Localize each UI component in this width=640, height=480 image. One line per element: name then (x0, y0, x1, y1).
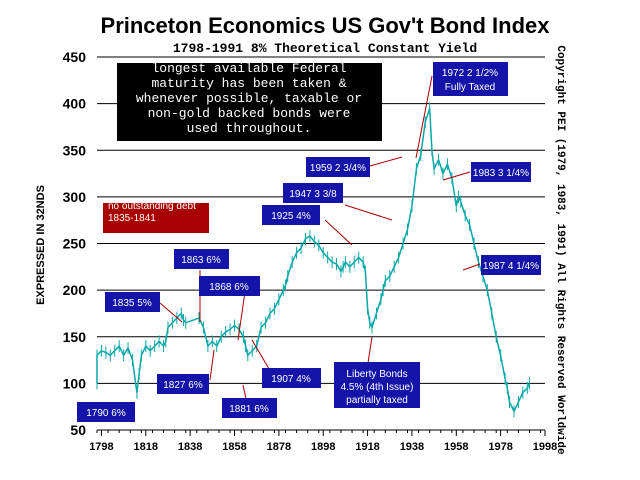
leader-1925 (324, 219, 353, 246)
label-1881: 1881 6% (229, 404, 269, 415)
y-tick-label: 50 (70, 422, 86, 438)
x-tick-label: 1938 (400, 441, 424, 453)
leader-1868 (237, 291, 246, 341)
label-1947-box (283, 183, 343, 203)
copyright-text: Copyright PEI (1979, 1983, 1991) All Rig… (554, 45, 566, 455)
x-tick-label: 1818 (134, 441, 158, 453)
label-1827-box (157, 374, 209, 394)
blue-labels: 1790 6% 1827 6% 1835 5% 1863 6% 1868 6% … (77, 62, 541, 422)
label-1863-box (174, 249, 229, 269)
label-1959: 1959 2 3/4% (310, 163, 366, 174)
label-1972-taxed: Fully Taxed (445, 82, 495, 93)
x-tick-label: 1998 (533, 441, 557, 453)
label-liberty-box (334, 362, 420, 408)
label-1827: 1827 6% (163, 380, 203, 391)
leader-1835 (159, 302, 183, 323)
note-text: longest available Federal maturity has be… (136, 61, 362, 136)
label-1790-box (77, 402, 135, 422)
series-line (96, 108, 531, 414)
x-tick-label: 1798 (89, 441, 113, 453)
leader-1987 (462, 263, 481, 271)
x-tick-label: 1918 (355, 441, 379, 453)
no-debt-box (103, 203, 209, 233)
y-tick-label: 250 (63, 236, 87, 252)
label-liberty-3: partially taxed (346, 395, 408, 406)
chart-title: Princeton Economics US Gov't Bond Index (101, 13, 551, 38)
label-1907-box (262, 368, 321, 388)
index-series (96, 102, 531, 418)
label-1972: 1972 2 1/2% (442, 68, 498, 79)
x-tick-label: 1838 (178, 441, 202, 453)
no-debt-text: no outstanding debt 1835-1841 (108, 201, 196, 224)
y-axis-label: EXPRESSED IN 32NDS (35, 185, 47, 305)
y-tick-label: 450 (63, 49, 87, 65)
leader-1827 (209, 349, 215, 381)
y-tick-labels: 50 100 150 200 250 300 350 400 450 (63, 49, 87, 438)
label-1868: 1868 6% (209, 282, 249, 293)
label-1881-box (222, 398, 277, 418)
x-tick-label: 1978 (488, 441, 512, 453)
y-tick-label: 400 (63, 96, 87, 112)
y-tick-label: 100 (63, 375, 87, 391)
leader-1959 (369, 156, 403, 167)
x-tick-label: 1898 (311, 441, 335, 453)
label-1987-box (481, 255, 541, 275)
label-1835-box (105, 292, 160, 312)
label-1925-box (262, 205, 320, 225)
label-1790: 1790 6% (86, 408, 126, 419)
x-tick-labels: 1798 1818 1838 1858 1878 1898 1918 1938 1958 1978… (89, 430, 557, 453)
label-1947: 1947 3 3/8 (289, 189, 337, 200)
label-liberty-2: 4.5% (4th Issue) (341, 382, 414, 393)
note-box (117, 63, 382, 141)
label-1863: 1863 6% (181, 255, 221, 266)
x-tick-label: 1858 (222, 441, 246, 453)
label-liberty-1: Liberty Bonds (346, 369, 407, 380)
y-tick-label: 200 (63, 282, 87, 298)
y-tick-label: 350 (63, 142, 87, 158)
x-tick-label: 1878 (267, 441, 291, 453)
label-1907: 1907 4% (271, 374, 311, 385)
label-1972-box (433, 62, 508, 96)
leader-1947 (344, 204, 393, 221)
label-1987: 1987 4 1/4% (483, 261, 539, 272)
label-1835: 1835 5% (112, 298, 152, 309)
label-1925: 1925 4% (271, 211, 311, 222)
y-tick-label: 300 (63, 189, 87, 205)
y-tick-label: 150 (63, 329, 87, 345)
chart-subtitle: 1798-1991 8% Theoretical Constant Yield (173, 41, 477, 56)
label-1868-box (199, 276, 260, 296)
leader-liberty (367, 336, 373, 364)
label-1983-box (471, 162, 531, 182)
label-1959-box (306, 157, 370, 177)
label-1983: 1983 3 1/4% (473, 168, 529, 179)
leader-1972 (415, 75, 433, 159)
x-tick-label: 1958 (444, 441, 468, 453)
leader-1983 (442, 171, 471, 181)
